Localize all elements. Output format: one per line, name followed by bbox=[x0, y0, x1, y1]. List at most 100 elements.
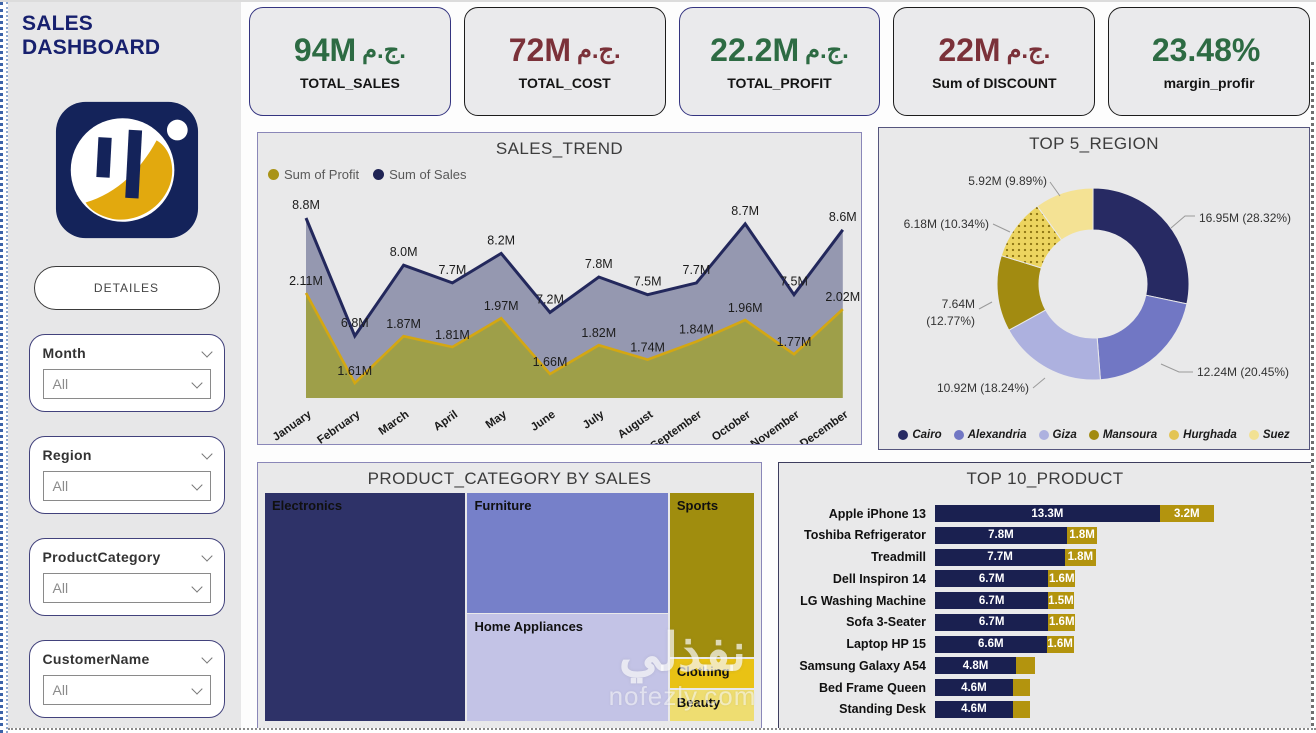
profit-bar-segment[interactable]: 1.6M bbox=[1048, 570, 1076, 588]
product-bar-track: 6.7M 1.5M bbox=[935, 592, 1295, 610]
profit-bar-segment[interactable]: 1.8M bbox=[1065, 548, 1096, 566]
product-name-label: Samsung Galaxy A54 bbox=[799, 658, 926, 673]
donut-leader-line bbox=[1160, 363, 1193, 373]
sales-bar-segment[interactable]: 4.8M bbox=[935, 657, 1017, 675]
treemap-item-label: Beauty bbox=[676, 694, 721, 710]
kpi-total-cost-label: TOTAL_COST bbox=[518, 75, 611, 91]
sales-data-label: 8.0M bbox=[390, 245, 418, 259]
filter-product-category-header[interactable]: ProductCategory bbox=[43, 549, 213, 565]
legend-item-sales[interactable]: Sum of Sales bbox=[373, 167, 466, 182]
product-bar-track: 6.7M 1.6M bbox=[935, 570, 1295, 588]
product-row-treadmill: Treadmill 7.7M 1.8M bbox=[789, 548, 1295, 566]
legend-item-profit[interactable]: Sum of Profit bbox=[268, 167, 359, 182]
sales-bar-segment[interactable]: 7.8M bbox=[935, 526, 1067, 544]
product-bar-track: 7.8M 1.8M bbox=[935, 526, 1295, 544]
donut-slice-label: 7.64M (12.77%) bbox=[926, 297, 975, 328]
profit-data-label: 1.66M bbox=[533, 355, 568, 369]
donut-legend-item-suez[interactable]: Suez bbox=[1248, 429, 1290, 441]
filter-customer-name-select[interactable]: All bbox=[42, 675, 211, 705]
treemap-item-label: Furniture bbox=[474, 498, 532, 513]
kpi-total-profit[interactable]: 22.2M ج.م. TOTAL_PROFIT bbox=[678, 7, 881, 116]
kpi-margin-profit[interactable]: 23.48% margin_profir bbox=[1108, 7, 1310, 116]
donut-slice-suez[interactable] bbox=[1036, 187, 1094, 241]
profit-bar-segment[interactable]: 1.5M bbox=[1048, 592, 1074, 610]
sales-area[interactable] bbox=[306, 218, 843, 383]
filter-month-header[interactable]: Month bbox=[43, 345, 213, 361]
donut-legend-label: Hurghada bbox=[1183, 429, 1237, 441]
sales-line[interactable] bbox=[304, 217, 844, 340]
profit-data-label: 1.61M bbox=[337, 364, 372, 378]
sales-bar-segment[interactable]: 6.6M bbox=[935, 635, 1047, 653]
currency-symbol: ج.م. bbox=[805, 37, 849, 64]
profit-bar-segment[interactable] bbox=[1016, 657, 1035, 675]
screen-edge-right bbox=[1311, 62, 1316, 733]
profit-bar-segment[interactable]: 1.8M bbox=[1066, 526, 1098, 544]
sales-trend-chart[interactable]: 8.8M 2.11M January 6.8M 1.61M February 8.0M 1.8… bbox=[258, 133, 861, 444]
profit-area[interactable] bbox=[306, 293, 843, 398]
profit-data-label: 1.84M bbox=[679, 323, 714, 337]
profit-bar-segment[interactable] bbox=[1012, 679, 1030, 697]
donut-legend-item-cairo[interactable]: Cairo bbox=[898, 429, 942, 441]
donut-slice-label: 12.24M (20.45%) bbox=[1197, 365, 1289, 379]
treemap-item-sports[interactable]: Sports bbox=[669, 493, 754, 658]
filter-customer-name-header[interactable]: CustomerName bbox=[43, 651, 213, 667]
profit-bar-segment[interactable] bbox=[1012, 700, 1030, 718]
filter-region-value: All bbox=[52, 478, 69, 494]
sales-data-label: 7.7M bbox=[439, 263, 467, 277]
profit-data-label: 1.82M bbox=[581, 326, 616, 340]
sales-data-label: 8.6M bbox=[829, 210, 857, 224]
sales-bar-segment[interactable]: 7.7M bbox=[935, 548, 1066, 566]
chevron-down-icon bbox=[200, 549, 213, 562]
region-donut-chart[interactable]: 16.95M (28.32%) 12.24M (20.45%) 10.92M (18… bbox=[879, 152, 1309, 420]
filter-customer-name-value: All bbox=[52, 682, 69, 698]
treemap-item-electronics[interactable]: Electronics bbox=[265, 493, 466, 721]
donut-legend-item-alexandria[interactable]: Alexandria bbox=[953, 429, 1027, 441]
donut-slice-alexandria[interactable] bbox=[1096, 294, 1188, 381]
sales-bar-segment[interactable]: 4.6M bbox=[935, 700, 1013, 718]
treemap-item-home-appliances[interactable]: Home Appliances bbox=[467, 613, 668, 721]
sales-bar-segment[interactable]: 6.7M bbox=[935, 592, 1049, 610]
details-button[interactable]: DETAILES bbox=[33, 266, 220, 310]
filter-product-category-select[interactable]: All bbox=[42, 573, 211, 603]
month-axis-label: August bbox=[616, 409, 655, 442]
profit-data-label: 1.96M bbox=[728, 301, 763, 315]
donut-legend-item-mansoura[interactable]: Mansoura bbox=[1088, 429, 1158, 441]
sales-bar-segment[interactable]: 6.7M bbox=[935, 613, 1049, 631]
donut-legend-label: Mansoura bbox=[1102, 429, 1158, 441]
legend-dot-icon bbox=[898, 430, 909, 440]
treemap-item-beauty[interactable]: Beauty bbox=[669, 689, 754, 721]
sales-bar-segment[interactable]: 4.6M bbox=[935, 679, 1013, 697]
filter-region-header[interactable]: Region bbox=[43, 447, 213, 463]
filter-region-select[interactable]: All bbox=[42, 471, 211, 501]
product-row-standing-desk: Standing Desk 4.6M bbox=[789, 700, 1295, 718]
profit-bar-segment[interactable]: 1.6M bbox=[1048, 613, 1076, 631]
profit-bar-segment[interactable]: 3.2M bbox=[1159, 505, 1214, 522]
sales-bar-segment[interactable]: 6.7M bbox=[935, 570, 1049, 588]
filter-month-select[interactable]: All bbox=[42, 369, 211, 399]
kpi-sum-of-discount[interactable]: 22M ج.م. Sum of DISCOUNT bbox=[893, 7, 1096, 116]
kpi-row: 94M ج.م. TOTAL_SALES 72M ج.م. TOTAL_COST 2… bbox=[249, 7, 1310, 116]
profit-line[interactable] bbox=[304, 292, 844, 386]
kpi-total-profit-value: 22.2M bbox=[710, 32, 800, 68]
profit-bar-segment[interactable]: 1.6M bbox=[1046, 635, 1074, 653]
sales-data-label: 6.8M bbox=[341, 316, 369, 330]
treemap-item-furniture[interactable]: Furniture bbox=[467, 493, 668, 613]
month-axis-label: July bbox=[581, 408, 607, 431]
treemap-item-label: Sports bbox=[676, 498, 719, 513]
kpi-total-cost[interactable]: 72M ج.م. TOTAL_COST bbox=[463, 7, 666, 116]
kpi-total-sales[interactable]: 94M ج.م. TOTAL_SALES bbox=[249, 7, 451, 116]
product-row-lg-washing-machine: LG Washing Machine 6.7M 1.5M bbox=[789, 592, 1295, 610]
product-row-samsung-galaxy-a54: Samsung Galaxy A54 4.8M bbox=[789, 657, 1295, 675]
chevron-down-icon bbox=[200, 345, 213, 358]
donut-legend-item-giza[interactable]: Giza bbox=[1038, 429, 1077, 441]
product-name-label: Standing Desk bbox=[839, 702, 926, 717]
donut-legend-item-hurghada[interactable]: Hurghada bbox=[1169, 429, 1237, 441]
screen-edge-left bbox=[0, 2, 8, 733]
product-row-laptop-hp-15: Laptop HP 15 6.6M 1.6M bbox=[789, 635, 1295, 653]
donut-slice-cairo[interactable] bbox=[1092, 187, 1190, 305]
product-row-apple-iphone-13: Apple iPhone 13 13.3M 3.2M bbox=[789, 505, 1295, 522]
treemap-item-clothing[interactable]: Clothing bbox=[669, 658, 754, 689]
donut-legend-label: Alexandria bbox=[967, 429, 1027, 441]
sales-bar-segment[interactable]: 13.3M bbox=[935, 505, 1160, 522]
